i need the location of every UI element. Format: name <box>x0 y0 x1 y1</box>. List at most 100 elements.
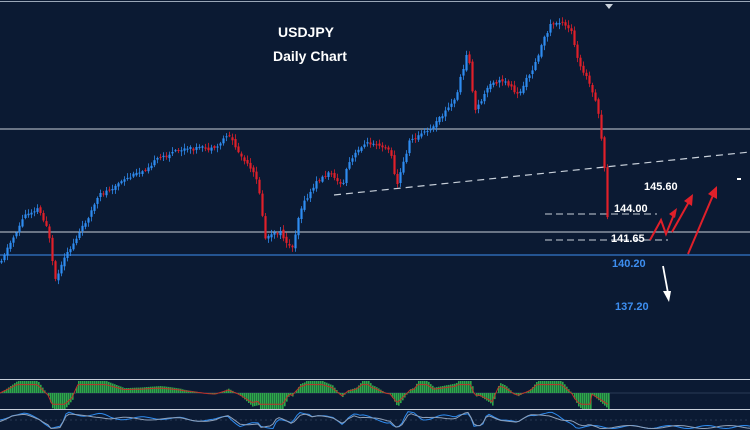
histogram-bar <box>258 393 260 406</box>
histogram-bar <box>274 393 276 409</box>
candle-body <box>306 198 309 200</box>
histogram-bar <box>278 393 280 409</box>
histogram-bar <box>54 393 56 409</box>
histogram-bar <box>118 385 120 393</box>
histogram-bar <box>6 388 8 393</box>
candle-body <box>225 136 228 138</box>
candle-body <box>585 72 588 76</box>
candle-body <box>588 75 591 84</box>
histogram-bar <box>20 381 22 393</box>
histogram-bar <box>16 381 18 393</box>
bearish-projection <box>662 265 671 302</box>
histogram-bar <box>172 387 174 393</box>
candle-body <box>63 257 66 267</box>
candle-body <box>240 153 243 157</box>
histogram-bar <box>394 393 396 402</box>
right-edge-marker <box>737 178 741 180</box>
histogram-bar <box>544 381 546 393</box>
candle-body <box>384 147 387 149</box>
candle-body <box>18 225 21 233</box>
histogram-bar <box>300 384 302 393</box>
candle-body <box>216 146 219 148</box>
histogram-bar <box>40 384 42 393</box>
candle-body <box>471 61 474 92</box>
histogram-bar <box>480 393 482 397</box>
candle-body <box>45 221 48 226</box>
candle-body <box>450 103 453 107</box>
histogram-bar <box>146 387 148 393</box>
histogram-bar <box>290 393 292 396</box>
candle-body <box>423 131 426 133</box>
projection-arrow-1-line <box>671 199 691 233</box>
candle-body <box>399 172 402 183</box>
histogram-bar <box>262 393 264 409</box>
candle-body <box>300 208 303 219</box>
histogram-bar <box>128 388 130 393</box>
candle-body <box>366 142 369 144</box>
candle-body <box>534 62 537 70</box>
histogram-bar <box>360 383 362 393</box>
candle-body <box>255 171 258 180</box>
candle-body <box>282 229 285 239</box>
candle-body <box>168 154 171 159</box>
candle-body <box>351 158 354 162</box>
candle-body <box>324 175 327 177</box>
candle-body <box>288 244 291 246</box>
histogram-bar <box>242 393 244 398</box>
histogram-bar <box>68 393 70 405</box>
histogram-bar <box>160 386 162 393</box>
histogram-bar <box>540 381 542 393</box>
candle-body <box>111 189 114 191</box>
histogram-bar <box>546 381 548 393</box>
histogram-bar <box>98 381 100 393</box>
candle-body <box>105 190 108 196</box>
histogram-bar <box>140 387 142 393</box>
histogram-bar <box>26 381 28 393</box>
candle-body <box>183 148 186 151</box>
histogram-bar <box>426 381 428 393</box>
histogram-bar <box>180 388 182 393</box>
histogram-bar <box>138 387 140 393</box>
histogram-bar <box>542 381 544 393</box>
candle-body <box>318 180 321 182</box>
histogram-bar <box>486 393 488 401</box>
candle-body <box>561 21 564 23</box>
candle-body <box>297 218 300 236</box>
histogram-bar <box>454 383 456 393</box>
histogram-bar <box>532 387 534 393</box>
histogram-bar <box>264 393 266 409</box>
histogram-bar <box>462 381 464 393</box>
candle-body <box>36 208 39 212</box>
candle-body <box>129 177 132 179</box>
histogram-bar <box>556 381 558 393</box>
histogram-bar <box>436 387 438 393</box>
histogram-bar <box>80 381 82 393</box>
zigzag-arrow-up-icon <box>669 208 677 218</box>
candle-body <box>66 252 69 258</box>
candle-body <box>507 81 510 86</box>
candle-body <box>372 143 375 145</box>
histogram-bar <box>260 393 262 409</box>
histogram-bar <box>28 381 30 393</box>
histogram-bar <box>66 393 68 408</box>
histogram-bar <box>302 383 304 393</box>
candle-body <box>408 140 411 154</box>
histogram-bar <box>270 393 272 409</box>
histogram-signal-line <box>0 384 609 405</box>
candle-body <box>303 200 306 210</box>
candle-body <box>87 218 90 223</box>
histogram-bar <box>318 381 320 393</box>
histogram-bar <box>428 381 430 393</box>
histogram-bar <box>154 386 156 393</box>
histogram-bar <box>298 387 300 393</box>
candle-body <box>42 213 45 221</box>
histogram-bar <box>392 393 394 398</box>
candle-body <box>429 128 432 131</box>
histogram-bar <box>156 386 158 393</box>
candle-body <box>78 232 81 238</box>
histogram-bar <box>248 393 250 403</box>
candle-body <box>441 116 444 119</box>
histogram-bar <box>136 387 138 393</box>
candle-body <box>96 198 99 204</box>
candle-body <box>543 36 546 46</box>
